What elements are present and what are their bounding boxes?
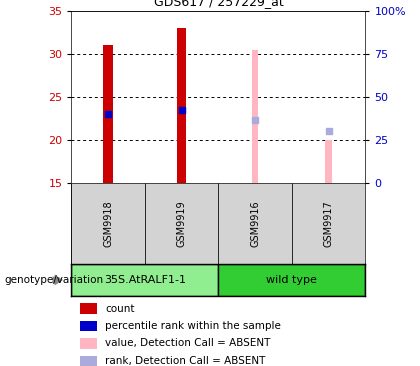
Bar <box>71 264 218 296</box>
Text: GSM9916: GSM9916 <box>250 200 260 247</box>
Bar <box>103 45 113 183</box>
Title: GDS617 / 257229_at: GDS617 / 257229_at <box>154 0 283 8</box>
Bar <box>145 183 218 264</box>
Text: genotype/variation: genotype/variation <box>4 275 103 285</box>
Text: percentile rank within the sample: percentile rank within the sample <box>105 321 281 331</box>
Text: rank, Detection Call = ABSENT: rank, Detection Call = ABSENT <box>105 356 265 366</box>
Text: GSM9919: GSM9919 <box>177 200 186 247</box>
Bar <box>80 321 97 331</box>
Point <box>326 128 332 134</box>
Bar <box>292 183 365 264</box>
Bar <box>71 183 145 264</box>
Bar <box>177 28 186 183</box>
Bar <box>326 140 332 183</box>
Point <box>105 111 112 117</box>
Bar <box>80 303 97 314</box>
Point <box>252 117 259 123</box>
Text: GSM9918: GSM9918 <box>103 200 113 247</box>
Text: GSM9917: GSM9917 <box>324 200 333 247</box>
Text: value, Detection Call = ABSENT: value, Detection Call = ABSENT <box>105 339 270 348</box>
Bar <box>80 356 97 366</box>
Text: count: count <box>105 304 134 314</box>
Point <box>178 107 185 113</box>
Bar <box>218 183 292 264</box>
Text: wild type: wild type <box>266 275 318 285</box>
Bar <box>252 50 258 183</box>
Text: 35S.AtRALF1-1: 35S.AtRALF1-1 <box>104 275 186 285</box>
Bar <box>80 338 97 348</box>
Bar <box>218 264 365 296</box>
